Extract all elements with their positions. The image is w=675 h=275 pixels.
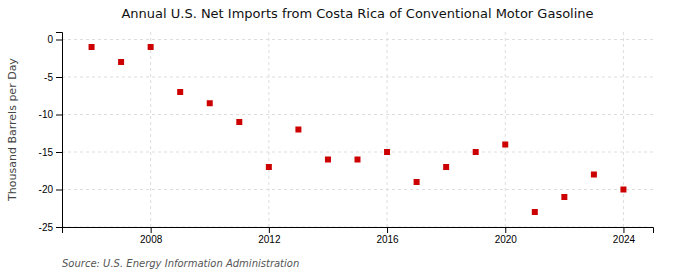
y-tick-label: -10 [39, 109, 54, 120]
y-tick-mark [56, 40, 62, 41]
grid [62, 32, 653, 227]
y-axis: 0 -5 -10 -15 -20 -25 [39, 33, 63, 233]
x-tick: 2008 [140, 227, 163, 245]
x-tick-label: 2008 [140, 234, 163, 245]
point [355, 157, 361, 163]
y-tick-mark [56, 190, 62, 191]
point [118, 59, 124, 65]
marks [89, 44, 627, 215]
grid-line [268, 32, 269, 227]
y-tick-label: -15 [39, 147, 54, 158]
x-axis: 2008 2012 2016 2020 2024 [63, 227, 654, 245]
grid-line [150, 32, 151, 227]
y-tick-mark [56, 115, 62, 116]
y-tick-mark [56, 77, 62, 78]
point [148, 44, 154, 50]
x-axis-line [63, 228, 654, 234]
y-tick-mark [56, 227, 62, 228]
grid-line [387, 32, 388, 227]
title: Annual U.S. Net Imports from Costa Rica … [121, 6, 593, 21]
point [207, 100, 213, 106]
point [266, 164, 272, 170]
x-tick-label: 2020 [495, 234, 518, 245]
y-tick: -20 [39, 184, 62, 195]
y-tick-mark [56, 152, 62, 153]
y-tick-label: -25 [39, 222, 54, 233]
y-axis-line [56, 33, 63, 228]
point [295, 127, 301, 133]
annotation: Source: U.S. Energy Information Administ… [62, 258, 299, 269]
plot: 2008 2012 2016 2020 2024 0 -5 -10 -15 -20 -25 [39, 32, 654, 245]
point [532, 209, 538, 215]
point [473, 149, 479, 155]
y-tick: -15 [39, 147, 62, 158]
y-tick-label: -5 [44, 72, 53, 83]
point [502, 142, 508, 148]
point [236, 119, 242, 125]
x-tick: 2012 [258, 227, 281, 245]
chart: 2008 2012 2016 2020 2024 0 -5 -10 -15 -20 -25 Annua… [0, 0, 675, 275]
x-tick-label: 2016 [376, 234, 399, 245]
x-tick-mark [505, 227, 506, 233]
x-tick: 2016 [376, 227, 399, 245]
y-axis-title: Thousand Barrels per Day [6, 58, 19, 202]
y-tick: -10 [39, 109, 62, 120]
point [325, 157, 331, 163]
point [177, 89, 183, 95]
x-tick-label: 2024 [613, 234, 636, 245]
x-tick-mark [623, 227, 624, 233]
x-tick-label: 2012 [258, 234, 281, 245]
point [561, 194, 567, 200]
point [620, 187, 626, 193]
x-tick: 2024 [613, 227, 636, 245]
y-tick: -5 [44, 72, 62, 83]
grid-line [623, 32, 624, 227]
point [414, 179, 420, 185]
y-tick: 0 [47, 34, 62, 45]
point [89, 44, 95, 50]
y-tick-label: -20 [39, 184, 54, 195]
y-tick-label: 0 [47, 34, 53, 45]
grid-line [62, 114, 653, 115]
x-tick-mark [151, 227, 152, 233]
y-tick: -25 [39, 222, 62, 233]
grid-line [505, 32, 506, 227]
point [443, 164, 449, 170]
point [384, 149, 390, 155]
point [591, 172, 597, 178]
x-tick-mark [269, 227, 270, 233]
x-tick: 2020 [495, 227, 518, 245]
x-tick-mark [387, 227, 388, 233]
